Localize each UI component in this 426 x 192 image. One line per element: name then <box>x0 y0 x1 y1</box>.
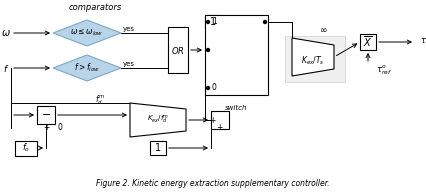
Bar <box>150 141 166 155</box>
Text: switch: switch <box>225 105 248 111</box>
Text: $\infty$: $\infty$ <box>319 26 327 35</box>
Bar <box>360 34 376 50</box>
Text: 0: 0 <box>212 84 217 93</box>
Text: $+$: $+$ <box>216 122 224 132</box>
Text: 1: 1 <box>210 17 216 27</box>
Text: $f > f_{low}$: $f > f_{low}$ <box>74 62 100 74</box>
Text: 1: 1 <box>212 17 217 26</box>
Polygon shape <box>53 20 121 46</box>
Bar <box>211 111 229 129</box>
Text: Figure 2. Kinetic energy extraction supplementary controller.: Figure 2. Kinetic energy extraction supp… <box>96 179 330 188</box>
Text: $+$: $+$ <box>43 122 51 132</box>
Circle shape <box>207 87 210 89</box>
Text: 0: 0 <box>58 122 63 132</box>
Bar <box>205 15 268 95</box>
Text: comparators: comparators <box>69 3 122 12</box>
Text: $+$: $+$ <box>209 115 217 125</box>
Text: $\overline{X}$: $\overline{X}$ <box>363 35 373 49</box>
Bar <box>15 141 37 156</box>
Text: $\omega$: $\omega$ <box>1 28 11 38</box>
Text: $f^m_d$: $f^m_d$ <box>95 93 105 107</box>
Text: 1: 1 <box>155 143 161 153</box>
Circle shape <box>264 21 267 23</box>
Text: $f_o$: $f_o$ <box>22 142 30 154</box>
Text: $K_{ex}/f^m_d$: $K_{ex}/f^m_d$ <box>147 114 169 126</box>
Circle shape <box>207 21 210 23</box>
Text: yes: yes <box>123 61 135 67</box>
Bar <box>37 106 55 124</box>
Polygon shape <box>53 55 121 81</box>
Text: $-$: $-$ <box>41 108 51 118</box>
Bar <box>168 27 188 73</box>
Text: yes: yes <box>123 26 135 32</box>
Text: $f$: $f$ <box>3 63 9 74</box>
Bar <box>285 36 345 82</box>
Text: $\tau_{ref}$: $\tau_{ref}$ <box>420 37 426 47</box>
Polygon shape <box>292 38 334 76</box>
Text: $\omega \leq \omega_{low}$: $\omega \leq \omega_{low}$ <box>70 28 104 38</box>
Text: $OR$: $OR$ <box>171 45 185 55</box>
Text: $\tau^o_{ref}$: $\tau^o_{ref}$ <box>376 63 392 77</box>
Polygon shape <box>130 103 186 137</box>
Text: $K_{ex}/T_s$: $K_{ex}/T_s$ <box>301 55 325 67</box>
Circle shape <box>207 49 210 51</box>
Bar <box>205 15 221 29</box>
